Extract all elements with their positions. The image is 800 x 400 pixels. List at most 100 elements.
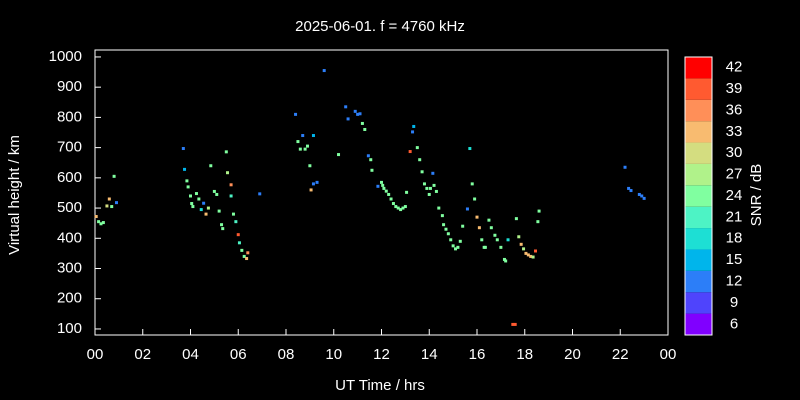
data-point	[473, 197, 477, 201]
data-point	[206, 206, 210, 210]
data-point	[322, 69, 326, 73]
x-tick-label: 22	[612, 346, 629, 363]
colorbar-band	[685, 249, 712, 271]
data-point	[305, 144, 309, 148]
data-point	[234, 220, 238, 224]
chart-title: 2025-06-01. f = 4760 kHz	[295, 18, 465, 35]
data-point	[627, 186, 631, 190]
x-axis-label: UT Time / hrs	[335, 377, 425, 394]
data-point	[344, 105, 348, 109]
data-point	[449, 238, 453, 242]
colorbar-band	[685, 206, 712, 229]
data-point	[381, 183, 385, 187]
colorbar-band	[685, 57, 712, 79]
data-point	[97, 220, 101, 224]
x-tick-label: 06	[230, 346, 247, 363]
data-point	[346, 117, 350, 121]
data-point	[107, 197, 111, 201]
x-tick-label: 08	[278, 346, 295, 363]
data-point	[231, 212, 235, 216]
data-point	[519, 242, 523, 246]
data-point	[99, 222, 103, 226]
data-point	[504, 259, 508, 263]
data-point	[487, 218, 491, 222]
data-point	[403, 205, 407, 209]
data-point	[511, 322, 515, 326]
data-point	[189, 194, 192, 198]
data-point	[220, 223, 224, 227]
data-point	[399, 208, 403, 212]
data-point	[513, 322, 517, 326]
data-point	[493, 233, 497, 237]
data-point	[370, 168, 374, 172]
colorbar-band	[685, 163, 712, 186]
data-point	[502, 257, 506, 261]
data-point	[477, 226, 481, 230]
colorbar-band	[685, 313, 712, 335]
x-tick-label: 12	[373, 346, 390, 363]
data-point	[224, 150, 228, 154]
data-point	[296, 140, 300, 144]
data-point	[215, 192, 219, 196]
data-point	[190, 202, 194, 206]
data-point	[358, 112, 362, 116]
colorbar-tick-label: 15	[726, 251, 743, 268]
data-point	[451, 244, 455, 248]
y-tick-label: 200	[57, 290, 82, 307]
data-point	[517, 235, 521, 239]
data-point	[456, 245, 460, 249]
data-point	[353, 109, 357, 113]
data-point	[194, 192, 198, 196]
data-point	[529, 254, 533, 258]
data-point	[298, 147, 302, 151]
data-point	[384, 189, 388, 193]
data-point	[418, 158, 422, 162]
data-point	[309, 188, 313, 192]
colorbar-band	[685, 185, 712, 207]
data-point	[382, 186, 386, 190]
data-point	[537, 209, 541, 213]
data-point	[294, 112, 298, 116]
data-point	[428, 186, 432, 190]
data-point	[394, 205, 398, 209]
y-tick-label: 600	[57, 169, 82, 186]
y-tick-label: 900	[57, 78, 82, 95]
colorbar-band	[685, 228, 712, 250]
data-point	[495, 238, 499, 242]
colorbar-band	[685, 142, 712, 164]
data-point	[236, 233, 240, 237]
data-point	[311, 134, 315, 138]
colorbar-tick-label: 39	[726, 80, 743, 97]
colorbar-band	[685, 99, 712, 122]
data-point	[240, 248, 244, 252]
data-point	[197, 197, 201, 201]
data-point	[642, 196, 646, 200]
data-point	[415, 146, 419, 150]
data-point	[411, 130, 415, 134]
data-point	[363, 127, 367, 131]
data-point	[412, 124, 416, 128]
data-point	[191, 205, 195, 209]
data-point	[442, 223, 446, 227]
data-point	[246, 251, 250, 255]
data-point	[489, 226, 493, 230]
data-point	[226, 171, 230, 175]
data-point	[229, 194, 233, 198]
data-point	[446, 232, 450, 236]
x-tick-label: 10	[325, 346, 342, 363]
plot-frame	[94, 49, 669, 336]
data-point	[258, 192, 262, 196]
data-point	[480, 238, 484, 242]
data-point	[470, 182, 474, 186]
colorbar-tick-label: 36	[726, 101, 743, 118]
y-tick-label: 400	[57, 229, 82, 246]
data-point	[311, 182, 315, 186]
data-point	[337, 153, 341, 157]
data-point	[437, 206, 441, 210]
x-tick-label: 20	[564, 346, 581, 363]
data-point	[440, 214, 444, 218]
data-point	[533, 249, 537, 253]
colorbar-tick-label: 6	[730, 315, 738, 332]
data-point	[303, 147, 307, 151]
